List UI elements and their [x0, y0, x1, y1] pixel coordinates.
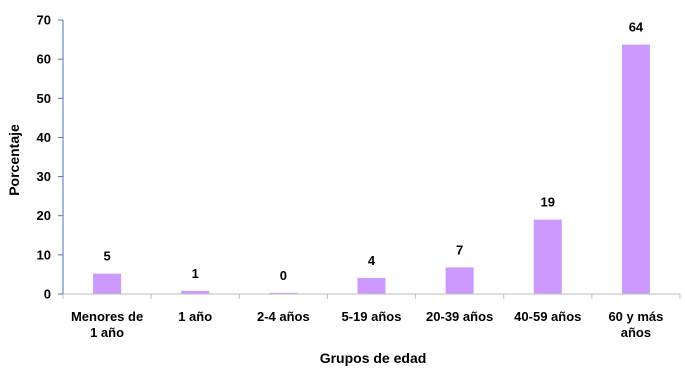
bars-group — [93, 44, 650, 294]
y-axis-title: Porcentaje — [6, 124, 22, 196]
x-category-label: 1 año — [178, 309, 212, 324]
data-label: 1 — [192, 266, 199, 281]
x-categories-group: Menores de 1 año 1 año 2-4 años 5-19 años 20-… — [71, 309, 663, 340]
y-tick-label: 60 — [37, 52, 51, 67]
x-category-label: 20-39 años — [426, 309, 493, 324]
y-tick-label: 30 — [37, 169, 51, 184]
bar — [181, 290, 210, 294]
data-labels-group: 5 1 0 4 7 19 64 — [103, 20, 643, 283]
y-tick-label: 50 — [37, 91, 51, 106]
y-tick-label: 10 — [37, 247, 51, 262]
data-label: 5 — [103, 249, 110, 264]
y-tick-label: 20 — [37, 208, 51, 223]
data-label: 19 — [541, 195, 555, 210]
x-category-label: 60 y más años — [608, 309, 663, 340]
bar — [269, 292, 298, 294]
y-tick-label: 40 — [37, 130, 51, 145]
bar — [445, 267, 474, 294]
data-label: 7 — [456, 242, 463, 257]
bar — [621, 44, 650, 294]
data-label: 64 — [629, 20, 644, 35]
axes-group — [62, 20, 681, 299]
x-category-label: 40-59 años — [514, 309, 581, 324]
bar — [533, 219, 562, 294]
y-tick-label: 0 — [44, 287, 51, 302]
y-tick-label: 70 — [37, 13, 51, 28]
x-category-label: 5-19 años — [342, 309, 402, 324]
data-label: 4 — [368, 253, 376, 268]
data-label: 0 — [280, 268, 287, 283]
x-axis-title: Grupos de edad — [320, 350, 427, 366]
bar — [93, 273, 122, 294]
bar — [357, 277, 386, 294]
y-ticks-group: 0 10 20 30 40 50 60 70 — [37, 13, 63, 302]
x-category-label: 2-4 años — [257, 309, 310, 324]
x-category-label: Menores de 1 año — [71, 309, 143, 340]
